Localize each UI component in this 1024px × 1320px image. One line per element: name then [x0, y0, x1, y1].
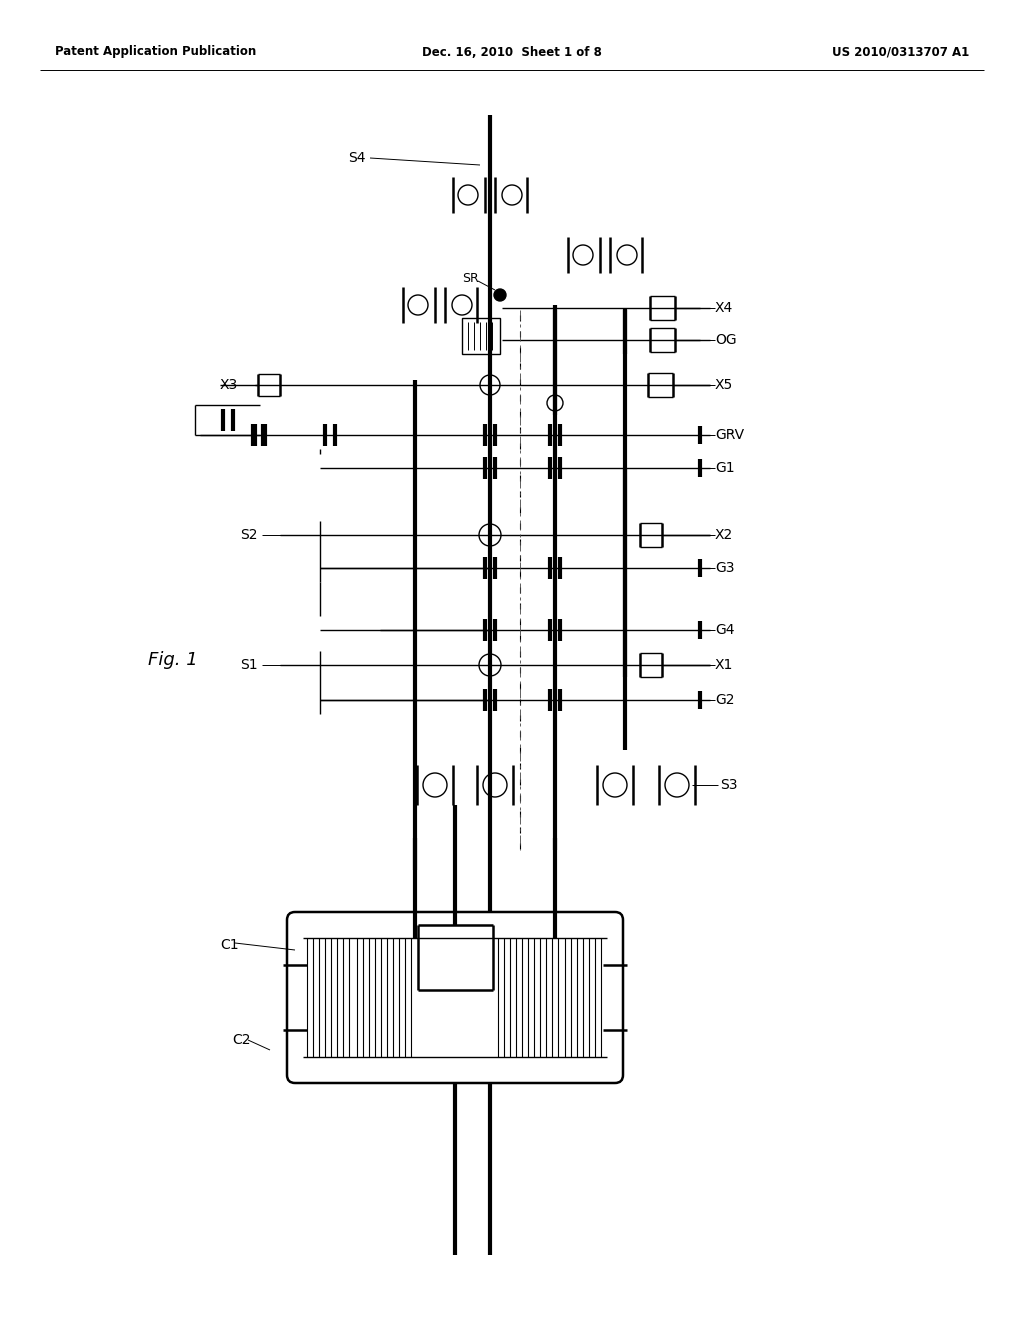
Text: S2: S2 — [241, 528, 258, 543]
Text: C1: C1 — [220, 939, 239, 952]
Text: S3: S3 — [720, 777, 737, 792]
Circle shape — [494, 289, 506, 301]
Circle shape — [502, 185, 522, 205]
Text: GRV: GRV — [715, 428, 744, 442]
Circle shape — [547, 395, 563, 411]
Circle shape — [479, 524, 501, 546]
Text: X4: X4 — [715, 301, 733, 315]
Text: X1: X1 — [715, 657, 733, 672]
Text: US 2010/0313707 A1: US 2010/0313707 A1 — [831, 45, 969, 58]
Text: X5: X5 — [715, 378, 733, 392]
Bar — [418, 925, 493, 990]
Circle shape — [423, 774, 447, 797]
Circle shape — [480, 375, 500, 395]
Text: G4: G4 — [715, 623, 734, 638]
Text: G3: G3 — [715, 561, 734, 576]
Text: Fig. 1: Fig. 1 — [148, 651, 198, 669]
Circle shape — [408, 294, 428, 315]
Circle shape — [483, 774, 507, 797]
Text: X3: X3 — [220, 378, 238, 392]
Circle shape — [617, 246, 637, 265]
Text: G2: G2 — [715, 693, 734, 708]
Text: OG: OG — [715, 333, 736, 347]
Text: S4: S4 — [348, 150, 366, 165]
Circle shape — [665, 774, 689, 797]
Text: C2: C2 — [232, 1034, 251, 1047]
Bar — [462, 318, 500, 354]
Circle shape — [479, 653, 501, 676]
Circle shape — [573, 246, 593, 265]
Circle shape — [603, 774, 627, 797]
Text: Dec. 16, 2010  Sheet 1 of 8: Dec. 16, 2010 Sheet 1 of 8 — [422, 45, 602, 58]
Text: SR: SR — [462, 272, 479, 285]
Text: Patent Application Publication: Patent Application Publication — [55, 45, 256, 58]
Text: X2: X2 — [715, 528, 733, 543]
FancyBboxPatch shape — [287, 912, 623, 1082]
Circle shape — [452, 294, 472, 315]
Text: G1: G1 — [715, 461, 734, 475]
Text: S1: S1 — [241, 657, 258, 672]
Circle shape — [458, 185, 478, 205]
